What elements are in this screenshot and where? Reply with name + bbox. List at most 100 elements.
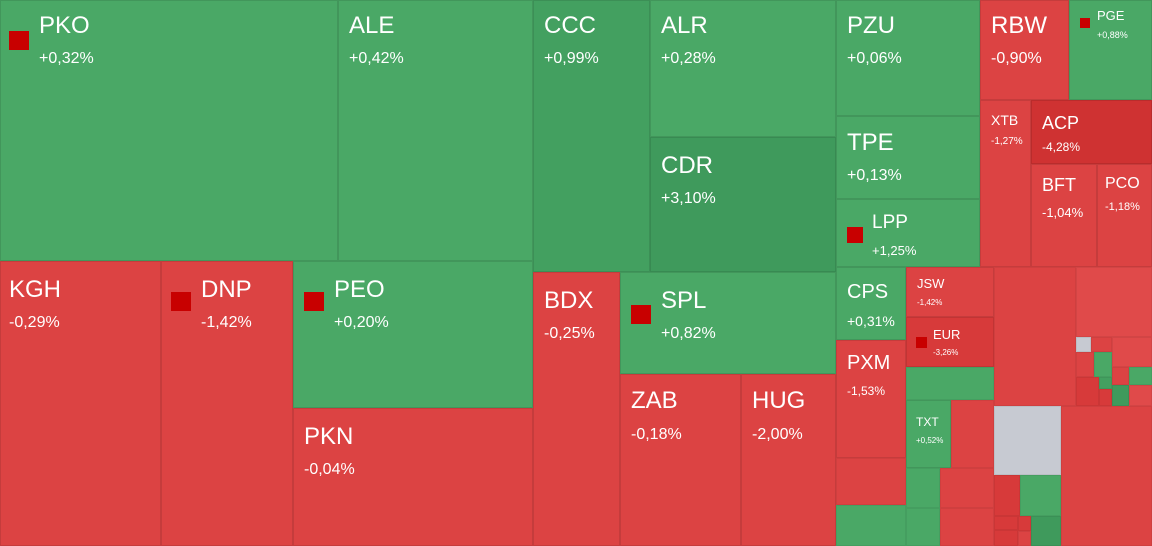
small-tile[interactable] — [1094, 352, 1112, 377]
tile-peo[interactable]: PEO +0,20% — [293, 261, 533, 408]
tile-change: +0,42% — [349, 50, 404, 67]
small-tile[interactable] — [1091, 337, 1112, 352]
tile-change: -4,28% — [1042, 140, 1081, 154]
small-tile[interactable] — [994, 406, 1061, 475]
tile-change: -0,29% — [9, 314, 60, 331]
alert-marker-icon — [1080, 18, 1090, 28]
tile-symbol: DNP — [201, 276, 252, 303]
tile-lpp[interactable]: LPP +1,25% — [836, 199, 980, 267]
tile-symbol: CCC — [544, 12, 596, 39]
small-tile[interactable] — [1112, 385, 1129, 406]
tile-change: -1,18% — [1105, 201, 1140, 213]
tile-change: -1,27% — [991, 136, 1023, 147]
tile-pko[interactable]: PKO +0,32% — [0, 0, 338, 261]
tile-rbw[interactable]: RBW -0,90% — [980, 0, 1069, 100]
tile-change: -0,04% — [304, 461, 355, 478]
tile-kgh[interactable]: KGH -0,29% — [0, 261, 161, 546]
tile-pzu[interactable]: PZU +0,06% — [836, 0, 980, 116]
tile-symbol: TPE — [847, 129, 894, 156]
tile-tpe[interactable]: TPE +0,13% — [836, 116, 980, 199]
tile-symbol: PXM — [847, 352, 891, 374]
small-tiles-mosaic — [994, 267, 1152, 546]
tile-eur[interactable]: EUR -3,26% — [906, 317, 994, 367]
small-tile[interactable] — [994, 267, 1076, 406]
tile-change: +0,13% — [847, 167, 902, 184]
tile-symbol: JSW — [917, 276, 945, 291]
small-tile[interactable] — [940, 468, 994, 508]
tile-change: +3,10% — [661, 190, 716, 207]
tile-symbol: ACP — [1042, 113, 1080, 133]
alert-marker-icon — [847, 227, 863, 243]
tile-spl[interactable]: SPL +0,82% — [620, 272, 836, 374]
small-tile[interactable] — [1018, 516, 1031, 531]
small-tile[interactable] — [1099, 377, 1112, 389]
small-tile[interactable] — [1031, 516, 1061, 546]
tile-change: +0,28% — [661, 50, 716, 67]
tile-zab[interactable]: ZAB -0,18% — [620, 374, 741, 546]
tile-hug[interactable]: HUG -2,00% — [741, 374, 836, 546]
tile-pkn[interactable]: PKN -0,04% — [293, 408, 533, 546]
tile-bft[interactable]: BFT -1,04% — [1031, 164, 1097, 267]
tile-pge[interactable]: PGE +0,88% — [1069, 0, 1152, 100]
tile-change: -2,00% — [752, 426, 803, 443]
tile-symbol: PCO — [1105, 175, 1140, 192]
tile-xtb[interactable]: XTB -1,27% — [980, 100, 1031, 267]
small-tile[interactable] — [1076, 377, 1099, 406]
tile-symbol: TXT — [916, 415, 939, 429]
tile-change: -1,42% — [201, 314, 252, 331]
tile-change: +0,88% — [1097, 30, 1128, 40]
alert-marker-icon — [171, 292, 191, 311]
small-tile[interactable] — [994, 475, 1020, 516]
tile-ale[interactable]: ALE +0,42% — [338, 0, 533, 261]
tile-symbol: HUG — [752, 387, 806, 414]
tile-symbol: BDX — [544, 287, 594, 314]
tile-dnp[interactable]: DNP -1,42% — [161, 261, 293, 546]
small-tile[interactable] — [1112, 337, 1152, 367]
small-tile[interactable] — [906, 367, 994, 400]
small-tile[interactable] — [951, 400, 994, 468]
tile-symbol: PZU — [847, 12, 895, 39]
tile-change: +0,99% — [544, 50, 599, 67]
small-tile[interactable] — [1129, 367, 1152, 385]
alert-marker-icon — [916, 337, 927, 348]
tile-symbol: EUR — [933, 327, 961, 342]
tile-jsw[interactable]: JSW -1,42% — [906, 267, 994, 317]
tile-change: -3,26% — [933, 348, 959, 357]
tile-change: +1,25% — [872, 243, 917, 258]
tile-change: +0,31% — [847, 313, 895, 329]
tile-acp[interactable]: ACP -4,28% — [1031, 100, 1152, 164]
small-tile[interactable] — [1129, 385, 1152, 406]
tile-symbol: KGH — [9, 276, 62, 303]
small-tile[interactable] — [994, 530, 1018, 546]
small-tile[interactable] — [906, 468, 940, 508]
tile-change: +0,52% — [916, 436, 944, 445]
alert-marker-icon — [9, 31, 29, 50]
tile-change: +0,06% — [847, 50, 902, 67]
tile-change: -1,42% — [917, 298, 943, 307]
tile-alr[interactable]: ALR +0,28% — [650, 0, 836, 137]
tile-symbol: PKO — [39, 12, 90, 39]
tile-change: +0,32% — [39, 50, 94, 67]
small-tile[interactable] — [1018, 531, 1031, 546]
small-tile[interactable] — [1112, 367, 1129, 385]
small-tile[interactable] — [1076, 352, 1094, 377]
tile-pco[interactable]: PCO -1,18% — [1097, 164, 1152, 267]
small-tile[interactable] — [1061, 406, 1152, 546]
tile-pxm[interactable]: PXM -1,53% — [836, 340, 906, 458]
tile-cdr[interactable]: CDR +3,10% — [650, 137, 836, 272]
small-tile[interactable] — [836, 458, 906, 505]
small-tile[interactable] — [836, 505, 906, 546]
tile-symbol: CPS — [847, 281, 889, 303]
small-tile[interactable] — [1020, 475, 1061, 516]
tile-txt[interactable]: TXT +0,52% — [906, 400, 951, 468]
small-tile[interactable] — [1076, 267, 1152, 337]
tile-ccc[interactable]: CCC +0,99% — [533, 0, 650, 272]
small-tile[interactable] — [994, 516, 1018, 530]
tile-bdx[interactable]: BDX -0,25% — [533, 272, 620, 546]
alert-marker-icon — [304, 292, 324, 311]
tile-cps[interactable]: CPS +0,31% — [836, 267, 906, 340]
small-tile[interactable] — [1099, 389, 1112, 406]
small-tile[interactable] — [1076, 337, 1091, 352]
small-tile[interactable] — [940, 508, 994, 546]
small-tile[interactable] — [906, 508, 940, 546]
